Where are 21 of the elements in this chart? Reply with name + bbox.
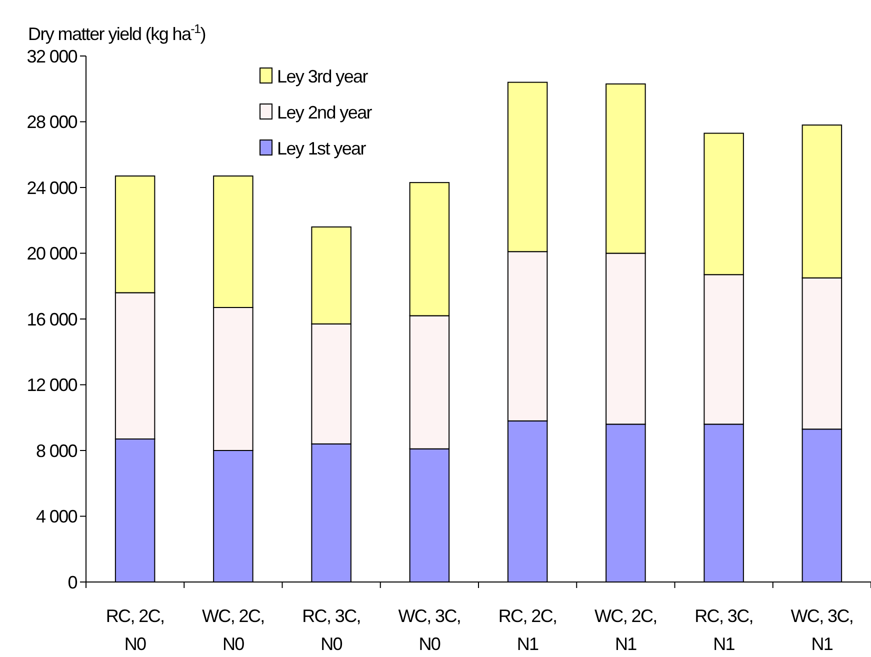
y-tick-label: 28 000 [26, 112, 78, 132]
x-tick-label: WC, 2C, N1 [594, 606, 657, 654]
y-tick-label: 4 000 [36, 506, 78, 527]
y-tick-label: 12 000 [26, 375, 78, 396]
legend-label: Ley 1st year [277, 138, 366, 158]
legend-label: Ley 2nd year [277, 102, 372, 122]
y-tick-label: 8 000 [36, 440, 78, 461]
x-tick-label: RC, 3C, N1 [694, 606, 754, 654]
x-tick-label: WC, 2C, N0 [202, 606, 264, 654]
x-tick-label: WC, 3C, N0 [398, 606, 461, 654]
y-tick-label: 0 [68, 572, 78, 592]
y-tick-label: 32 000 [26, 46, 78, 66]
y-tick-label: 20 000 [26, 244, 78, 264]
x-tick-label: RC, 3C, N0 [302, 606, 361, 654]
y-tick-label: 24 000 [26, 178, 78, 198]
legend-label: Ley 3rd year [277, 66, 368, 86]
y-axis-title: Dry matter yield (kg ha$^{-1}$) [28, 22, 206, 44]
x-tick-label: RC, 2C, N0 [106, 606, 164, 654]
x-tick-label: RC, 2C, N1 [498, 606, 557, 654]
x-tick-label: WC, 3C, N1 [790, 606, 854, 654]
y-tick-label: 16 000 [26, 309, 78, 330]
